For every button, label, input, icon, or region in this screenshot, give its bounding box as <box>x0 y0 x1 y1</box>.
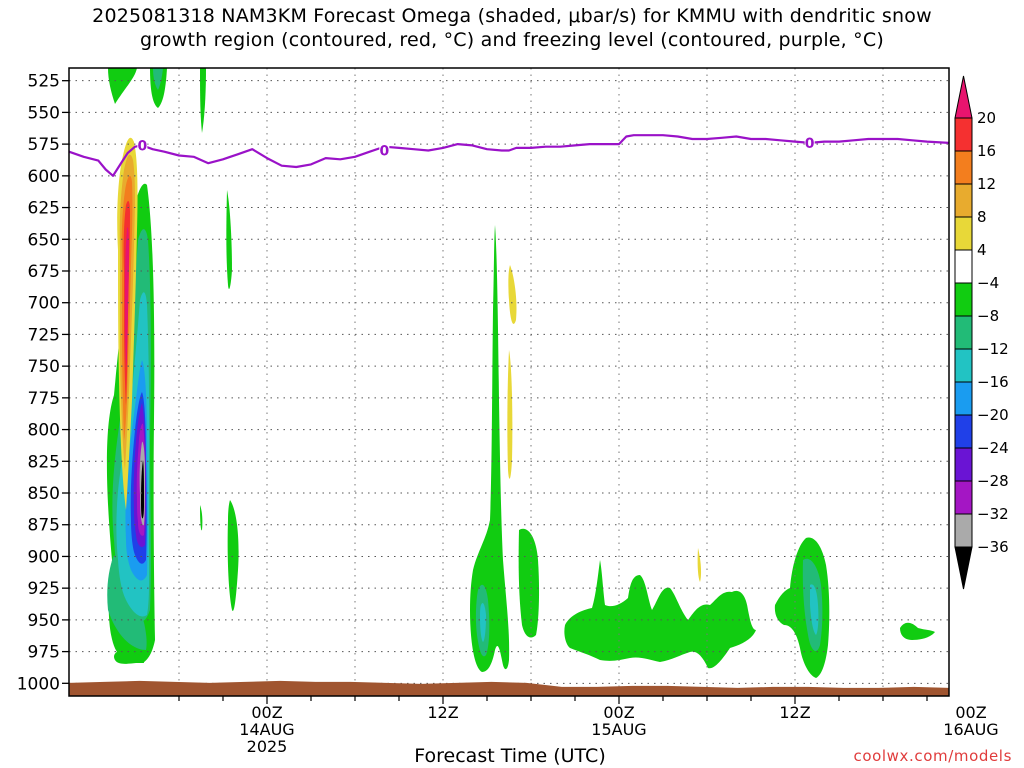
y-tick-label: 725 <box>28 325 60 345</box>
colorbar-bottom-arrow <box>954 546 973 590</box>
omega-sinking-speck-1 <box>508 265 517 324</box>
chart-title: 2025081318 NAM3KM Forecast Omega (shaded… <box>0 4 1024 52</box>
colorbar-bin <box>954 414 973 449</box>
y-tick-label: 625 <box>28 199 60 219</box>
chart-title-line-1: 2025081318 NAM3KM Forecast Omega (shaded… <box>92 5 932 27</box>
colorbar: 20 16 12 8 4 −4 −8 −12 −16 −20 −24 −28 −32 −36 <box>954 75 1009 590</box>
omega-region-thin-strip <box>200 68 206 133</box>
omega-bl-speck <box>697 548 702 582</box>
y-tick-label: 600 <box>28 167 60 187</box>
y-tick-label: 775 <box>28 389 60 409</box>
colorbar-bin <box>954 117 973 152</box>
colorbar-tick-label: 16 <box>977 142 996 160</box>
y-axis: 525 550 575 600 625 650 675 700 725 750 775 800 825 8… <box>17 72 69 694</box>
colorbar-bin <box>954 249 973 284</box>
credit-text: coolwx.com/models <box>853 747 1012 765</box>
y-tick-label: 900 <box>28 547 60 567</box>
omega-sinking-speck-2 <box>507 350 513 479</box>
colorbar-bin <box>954 150 973 185</box>
freezing-contour-label: 0 <box>379 143 389 159</box>
y-tick-label: 975 <box>28 643 60 663</box>
freezing-label-bg <box>137 138 148 152</box>
colorbar-bin <box>954 282 973 317</box>
chart-grid <box>69 68 949 696</box>
terrain <box>69 680 949 696</box>
x-tick-label: 16AUG <box>943 720 998 739</box>
colorbar-tick-label: −36 <box>977 538 1009 556</box>
x-tick-label: 12Z <box>427 703 458 722</box>
x-tick-label: 00Z <box>955 703 986 722</box>
x-tick-label: 00Z <box>603 703 634 722</box>
omega-column-black <box>141 460 144 519</box>
freezing-contour-label: 0 <box>137 138 147 154</box>
omega-column2-green <box>470 225 510 672</box>
y-tick-label: 875 <box>28 516 60 536</box>
y-tick-label: 800 <box>28 421 60 441</box>
y-tick-label: 950 <box>28 611 60 631</box>
colorbar-bin <box>954 447 973 482</box>
colorbar-bin <box>954 315 973 350</box>
y-tick-label: 850 <box>28 484 60 504</box>
omega-region-top-left <box>108 68 137 104</box>
omega-speck-mid-2 <box>200 505 203 531</box>
omega-column-sinking-edge <box>114 650 144 664</box>
colorbar-tick-label: −8 <box>977 307 999 325</box>
colorbar-tick-label: 12 <box>977 175 996 193</box>
x-axis-label: Forecast Time (UTC) <box>414 745 606 767</box>
plot-frame <box>68 67 950 697</box>
colorbar-tick-label: −32 <box>977 505 1009 523</box>
omega-shading <box>106 68 935 678</box>
y-tick-label: 650 <box>28 230 60 250</box>
colorbar-bin <box>954 381 973 416</box>
omega-sinking-magenta <box>125 227 129 366</box>
freezing-level-line <box>69 134 949 177</box>
omega-speck-mid-1 <box>226 190 232 290</box>
y-tick-label: 750 <box>28 357 60 377</box>
chart-title-line-2: growth region (contoured, red, °C) and f… <box>140 29 884 51</box>
colorbar-tick-label: −16 <box>977 373 1009 391</box>
colorbar-bin <box>954 480 973 515</box>
freezing-contour-label: 0 <box>805 136 815 152</box>
y-tick-label: 700 <box>28 294 60 314</box>
y-tick-label: 525 <box>28 72 60 92</box>
colorbar-bin <box>954 183 973 218</box>
colorbar-tick-label: −24 <box>977 439 1009 457</box>
colorbar-bin <box>954 216 973 251</box>
y-tick-label: 550 <box>28 103 60 123</box>
freezing-label-bg <box>379 143 390 157</box>
x-tick-label: 15AUG <box>591 720 646 739</box>
x-tick-label: 12Z <box>779 703 810 722</box>
colorbar-tick-label: −28 <box>977 472 1009 490</box>
y-tick-label: 925 <box>28 579 60 599</box>
y-tick-label: 575 <box>28 135 60 155</box>
omega-column2-core <box>480 603 486 642</box>
y-tick-label: 825 <box>28 452 60 472</box>
x-tick-label: 00Z <box>251 703 282 722</box>
colorbar-tick-label: 4 <box>977 241 987 259</box>
colorbar-tick-label: −20 <box>977 406 1009 424</box>
colorbar-tick-label: 8 <box>977 208 987 226</box>
omega-column3-cyan <box>810 584 819 635</box>
colorbar-bin <box>954 348 973 383</box>
colorbar-tick-label: 20 <box>977 109 996 127</box>
colorbar-tick-label: −4 <box>977 274 999 292</box>
terrain-fill <box>69 680 949 696</box>
omega-column2-side <box>518 528 540 638</box>
omega-bl-band <box>564 560 756 669</box>
omega-region-top-left-2-core <box>153 68 163 90</box>
omega-speck-mid-3 <box>227 500 239 611</box>
y-tick-label: 675 <box>28 262 60 282</box>
y-tick-label: 1000 <box>17 674 60 694</box>
x-tick-label: 14AUG <box>239 720 294 739</box>
x-tick-label: 2025 <box>247 737 288 756</box>
colorbar-bin <box>954 513 973 548</box>
freezing-label-bg <box>804 135 815 149</box>
colorbar-tick-label: −12 <box>977 340 1009 358</box>
colorbar-top-arrow <box>954 75 973 119</box>
freezing-level-contour: 0 0 0 <box>69 134 949 177</box>
omega-speck-right <box>900 622 935 640</box>
